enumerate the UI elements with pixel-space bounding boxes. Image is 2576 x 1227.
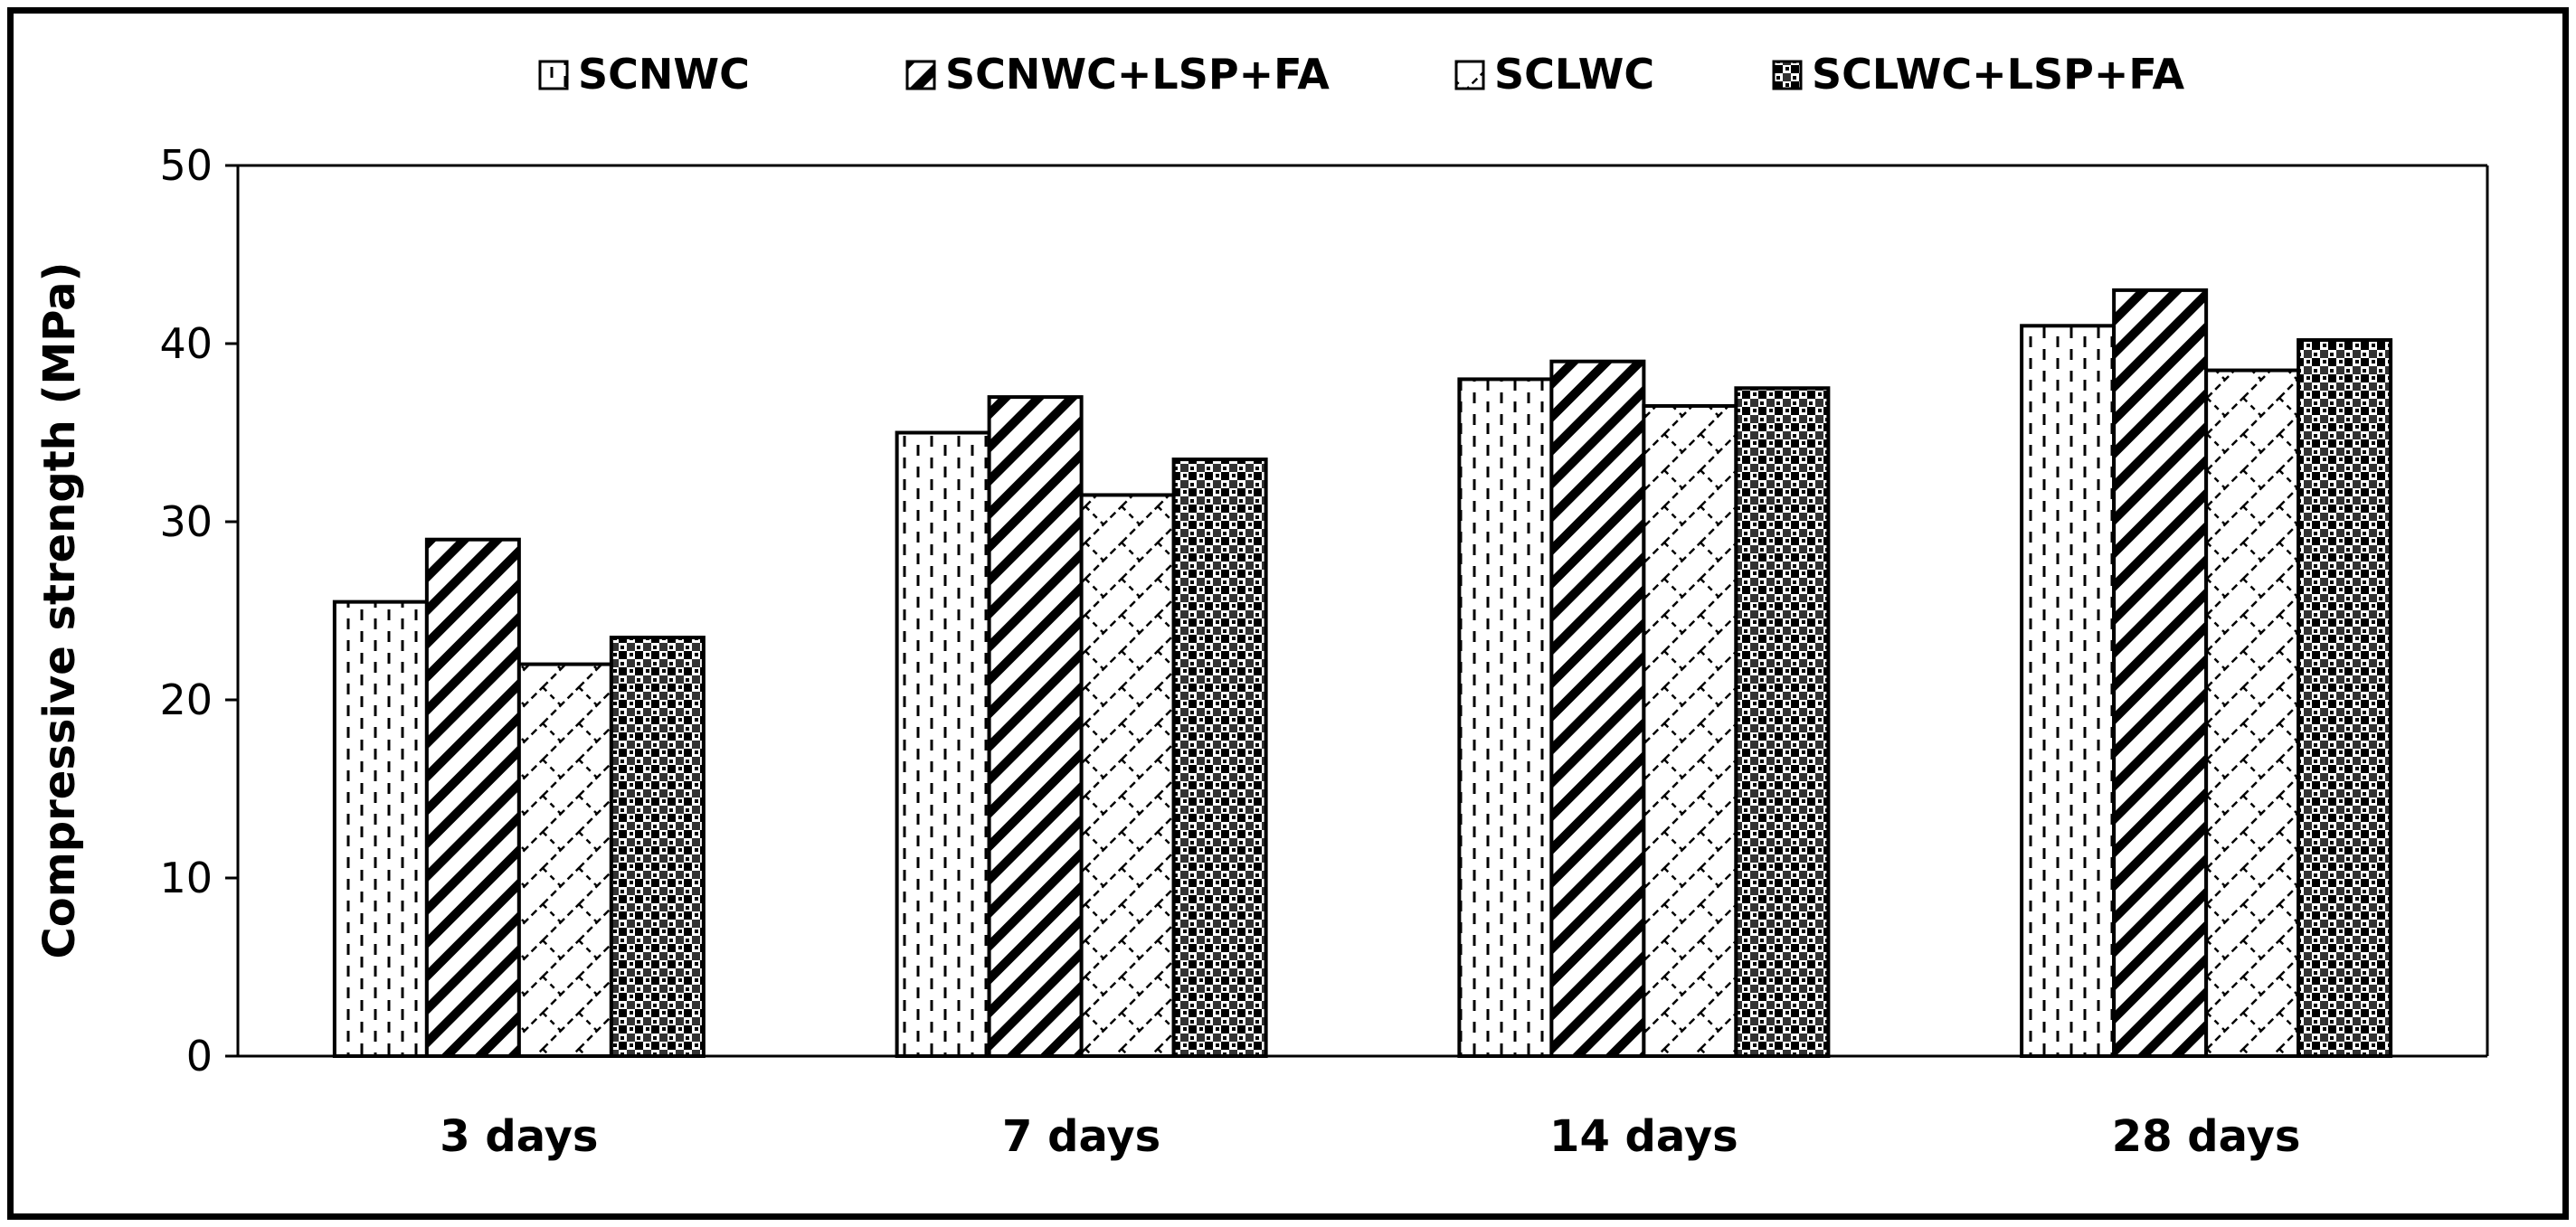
legend-label-scnwc-lsp-fa: SCNWC+LSP+FA: [945, 50, 1330, 99]
bar-scnwc-28-days: [2020, 324, 2117, 1058]
bar-scnwc-lsp-fa-3-days: [424, 537, 521, 1058]
x-tick-label-28-days: 28 days: [2112, 1111, 2301, 1162]
legend-label-sclwc-lsp-fa: SCLWC+LSP+FA: [1812, 50, 2185, 99]
legend-swatch-scnwc: [538, 60, 569, 90]
bar-scnwc-3-days: [332, 599, 429, 1059]
y-tick-label-10: 10: [159, 854, 213, 902]
bar-sclwc-lsp-fa-28-days: [2297, 338, 2393, 1058]
x-tick-labels: 3 days 7 days 14 days 28 days: [440, 1111, 2300, 1162]
bars: [332, 288, 2393, 1059]
bar-sclwc-lsp-fa-3-days: [609, 636, 706, 1058]
bar-scnwc-14-days: [1457, 377, 1554, 1058]
bar-scnwc-lsp-fa-14-days: [1549, 359, 1646, 1058]
legend-swatch-sclwc: [1454, 60, 1485, 90]
bar-scnwc-lsp-fa-28-days: [2112, 288, 2209, 1058]
y-tick-label-50: 50: [159, 141, 213, 190]
y-tick-label-30: 30: [159, 497, 213, 546]
bar-scnwc-7-days: [895, 430, 991, 1058]
x-tick-label-14-days: 14 days: [1549, 1111, 1738, 1162]
bar-sclwc-lsp-fa-7-days: [1171, 458, 1268, 1058]
y-tick-label-0: 0: [186, 1032, 213, 1081]
legend-swatch-sclwc-lsp-fa: [1772, 60, 1803, 90]
x-tick-label-3-days: 3 days: [440, 1111, 598, 1162]
y-ticks: 0 10 20 30 40 50: [159, 141, 238, 1081]
y-tick-label-40: 40: [159, 319, 213, 368]
bar-sclwc-lsp-fa-14-days: [1734, 386, 1831, 1058]
legend: SCNWC SCNWC+LSP+FA SCLWC SCLWC+LSP+FA: [538, 50, 2185, 99]
bar-sclwc-3-days: [516, 662, 613, 1058]
bar-sclwc-14-days: [1642, 403, 1738, 1058]
y-tick-label-20: 20: [159, 675, 213, 724]
bar-sclwc-28-days: [2204, 368, 2301, 1058]
x-tick-label-7-days: 7 days: [1002, 1111, 1160, 1162]
legend-label-scnwc: SCNWC: [578, 50, 750, 99]
legend-swatch-scnwc-lsp-fa: [905, 60, 936, 90]
legend-label-sclwc: SCLWC: [1494, 50, 1654, 99]
bar-scnwc-lsp-fa-7-days: [987, 395, 1084, 1059]
y-axis-label: Compressive strength (MPa): [34, 262, 85, 959]
bar-sclwc-7-days: [1079, 493, 1176, 1058]
